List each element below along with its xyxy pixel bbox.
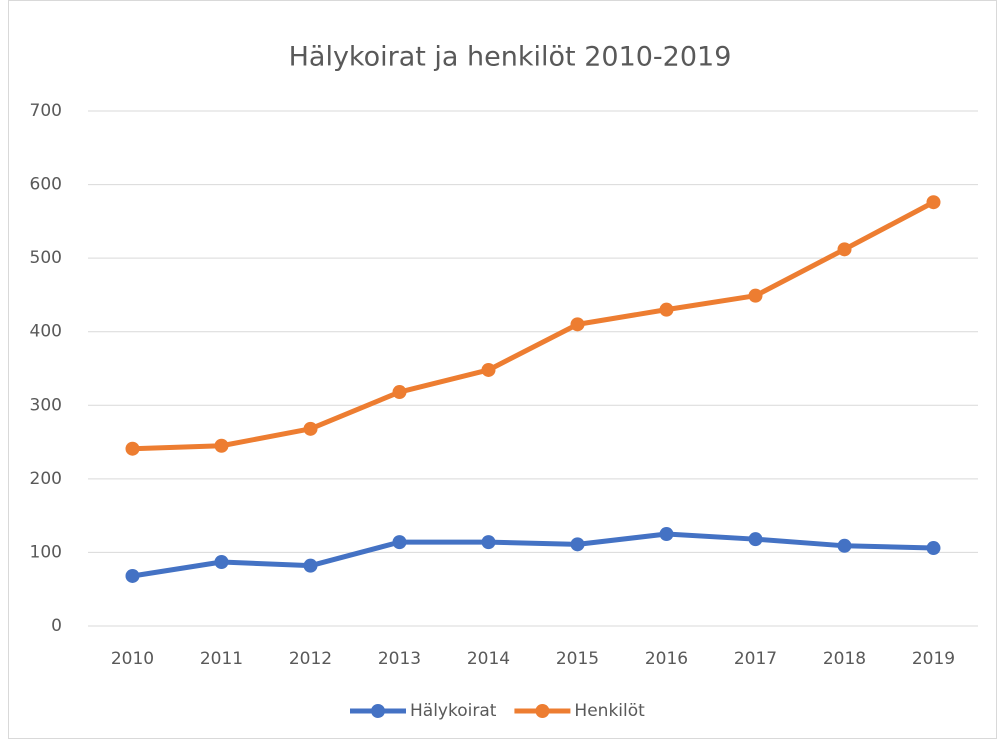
x-tick-label: 2018 [823,649,866,669]
x-tick-label: 2011 [200,649,243,669]
y-tick-label: 100 [30,542,62,562]
marker [481,362,496,377]
marker [659,302,674,317]
y-tick-label: 600 [30,175,62,195]
x-tick-label: 2010 [111,649,154,669]
marker [392,535,407,550]
x-tick-label: 2012 [289,649,332,669]
chart-border [8,0,997,739]
marker [837,242,852,257]
marker [303,421,318,436]
y-tick-label: 700 [30,101,62,121]
x-tick-label: 2014 [467,649,510,669]
y-tick-label: 0 [51,616,62,636]
x-tick-label: 2013 [378,649,421,669]
y-tick-label: 200 [30,469,62,489]
series-line [130,199,936,452]
marker [481,535,496,550]
marker [659,527,674,542]
marker [748,532,763,547]
y-tick-label: 300 [30,395,62,415]
chart-title: Hälykoirat ja henkilöt 2010-2019 [289,42,732,73]
x-tick-label: 2017 [734,649,777,669]
marker [125,441,140,456]
marker [926,195,941,210]
x-tick-label: 2019 [912,649,955,669]
marker [392,385,407,400]
y-tick-label: 400 [30,322,62,342]
marker [570,537,585,552]
marker [303,558,318,573]
x-tick-label: 2016 [645,649,688,669]
series-line [130,531,936,579]
marker [748,288,763,303]
legend-marker [371,704,385,718]
legend-marker [535,704,550,718]
y-tick-label: 500 [30,248,62,268]
marker [926,541,941,556]
marker [214,438,229,453]
legend-label: Henkilöt [574,701,645,721]
marker [570,317,585,332]
x-tick-label: 2015 [556,649,599,669]
marker [214,554,229,569]
marker [837,538,852,553]
legend-label: Hälykoirat [410,701,497,721]
marker [125,568,140,583]
